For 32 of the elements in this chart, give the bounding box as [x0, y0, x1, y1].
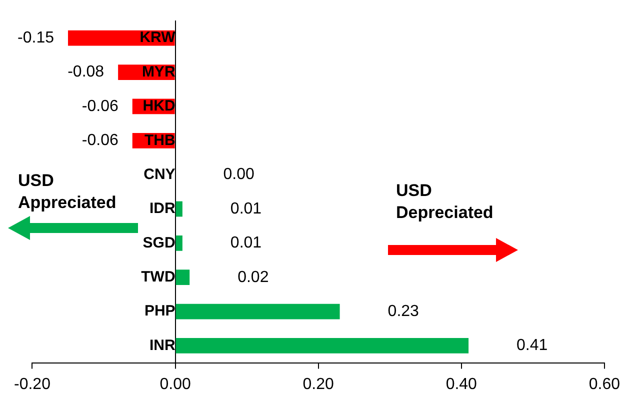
- bar: [176, 304, 340, 320]
- y-tick-label: TWD: [141, 268, 176, 286]
- bar: [176, 270, 190, 286]
- x-tick-label: -0.20: [14, 376, 51, 393]
- bar: [176, 235, 182, 251]
- y-tick-label: HKD: [142, 98, 176, 115]
- y-tick-label: CNY: [144, 166, 176, 183]
- data-label: 0.01: [230, 234, 262, 252]
- x-tick-label: 0.00: [160, 376, 191, 393]
- y-tick-label: KRW: [140, 29, 176, 46]
- y-tick-label: IDR: [149, 200, 176, 218]
- x-tick-label: 0.40: [446, 376, 478, 393]
- annotation: USD Appreciated: [18, 171, 116, 212]
- x-tick-label: 0.60: [588, 376, 620, 393]
- data-label: 0.23: [388, 302, 420, 320]
- y-tick-label: THB: [144, 132, 176, 149]
- bar: [176, 201, 182, 217]
- y-tick-label: MYR: [142, 63, 176, 80]
- data-label: 0.02: [238, 268, 269, 286]
- y-tick-label: INR: [149, 336, 176, 354]
- data-label: -0.08: [68, 64, 104, 81]
- data-label: 0.41: [516, 337, 548, 354]
- data-label: 0.01: [230, 200, 262, 218]
- data-label: -0.06: [82, 98, 118, 115]
- y-tick-label: SGD: [142, 234, 176, 252]
- data-label: -0.15: [18, 29, 54, 46]
- data-label: 0.00: [223, 166, 255, 184]
- annotation: USD Depreciated: [396, 180, 494, 224]
- bar: [176, 338, 469, 354]
- data-label: -0.06: [82, 132, 118, 150]
- y-tick-label: PHP: [144, 302, 176, 320]
- x-tick-label: 0.20: [302, 376, 334, 393]
